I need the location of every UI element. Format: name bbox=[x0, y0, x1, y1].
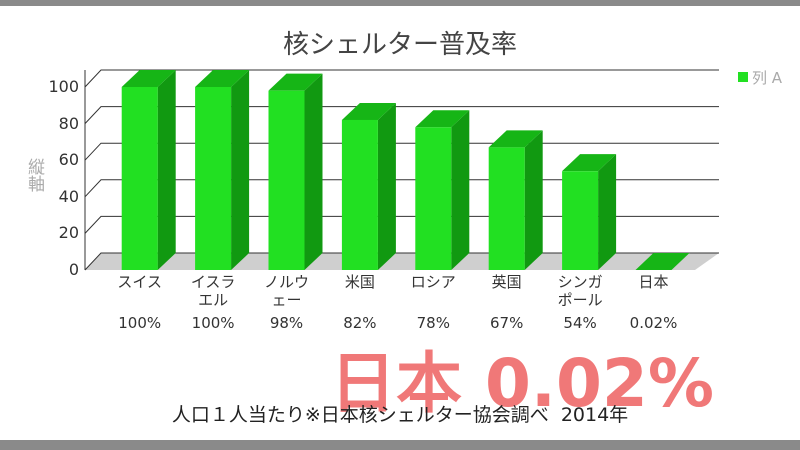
frame-bottom bbox=[0, 440, 800, 450]
grid-line bbox=[84, 215, 719, 234]
bar bbox=[488, 147, 525, 270]
x-tick-label: イスラ エル bbox=[190, 273, 236, 309]
x-tick-label: シンガ ポール bbox=[557, 273, 603, 309]
y-axis-label: 縦軸 bbox=[24, 158, 44, 192]
bar-side bbox=[451, 110, 470, 270]
y-tick-label: 100 bbox=[48, 77, 79, 96]
bar-side bbox=[157, 70, 176, 270]
bar bbox=[562, 171, 599, 270]
y-tick-label: 60 bbox=[58, 150, 79, 170]
bar-top bbox=[195, 70, 250, 87]
bar-side bbox=[524, 130, 543, 270]
bar bbox=[268, 90, 305, 270]
bar-top bbox=[268, 73, 323, 91]
grid-line bbox=[84, 69, 719, 88]
x-tick-label: 日本 bbox=[638, 273, 669, 291]
bar bbox=[341, 119, 378, 270]
value-label: 0.02% bbox=[629, 314, 678, 332]
bar bbox=[415, 127, 452, 270]
bar-top bbox=[341, 102, 396, 120]
grid-line bbox=[84, 106, 719, 124]
bar bbox=[121, 87, 158, 270]
y-tick-label: 0 bbox=[68, 260, 79, 279]
legend-swatch bbox=[738, 72, 748, 82]
value-label: 100% bbox=[118, 314, 162, 332]
x-tick-label: 米国 bbox=[344, 273, 375, 291]
x-tick-label: ノルウ ェー bbox=[263, 273, 310, 309]
bar-top bbox=[562, 154, 617, 172]
value-label: 67% bbox=[490, 314, 524, 332]
floor bbox=[85, 253, 719, 270]
value-label: 98% bbox=[269, 314, 304, 332]
frame-top bbox=[0, 0, 800, 6]
chart-title: 核シェルター普及率 bbox=[282, 30, 517, 60]
bar-top bbox=[121, 70, 176, 87]
y-tick-label: 40 bbox=[58, 186, 79, 206]
bar-top bbox=[488, 130, 543, 148]
value-label: 100% bbox=[191, 314, 235, 332]
legend-label: 列 A bbox=[752, 69, 783, 87]
value-label: 78% bbox=[416, 314, 450, 332]
x-tick-label: スイス bbox=[117, 273, 162, 291]
footnote: 人口１人当たり※日本核シェルター協会調べ 2014年 bbox=[171, 404, 629, 426]
x-tick-label: ロシア bbox=[410, 273, 456, 291]
grid-line bbox=[84, 142, 719, 161]
bar-side bbox=[671, 252, 690, 270]
y-tick-label: 80 bbox=[58, 113, 79, 133]
annotation: 日本 0.02% bbox=[330, 345, 714, 422]
bar-side bbox=[304, 73, 323, 270]
y-tick-label: 20 bbox=[58, 223, 79, 243]
bar-top bbox=[415, 110, 470, 128]
value-label: 82% bbox=[343, 314, 377, 332]
bar-side bbox=[598, 154, 617, 270]
bar-side bbox=[231, 70, 250, 270]
bar bbox=[195, 87, 232, 270]
grid-line bbox=[84, 179, 719, 198]
value-label: 54% bbox=[563, 314, 597, 332]
bar-side bbox=[377, 102, 396, 270]
bar-top bbox=[635, 252, 690, 270]
x-tick-label: 英国 bbox=[491, 273, 522, 291]
